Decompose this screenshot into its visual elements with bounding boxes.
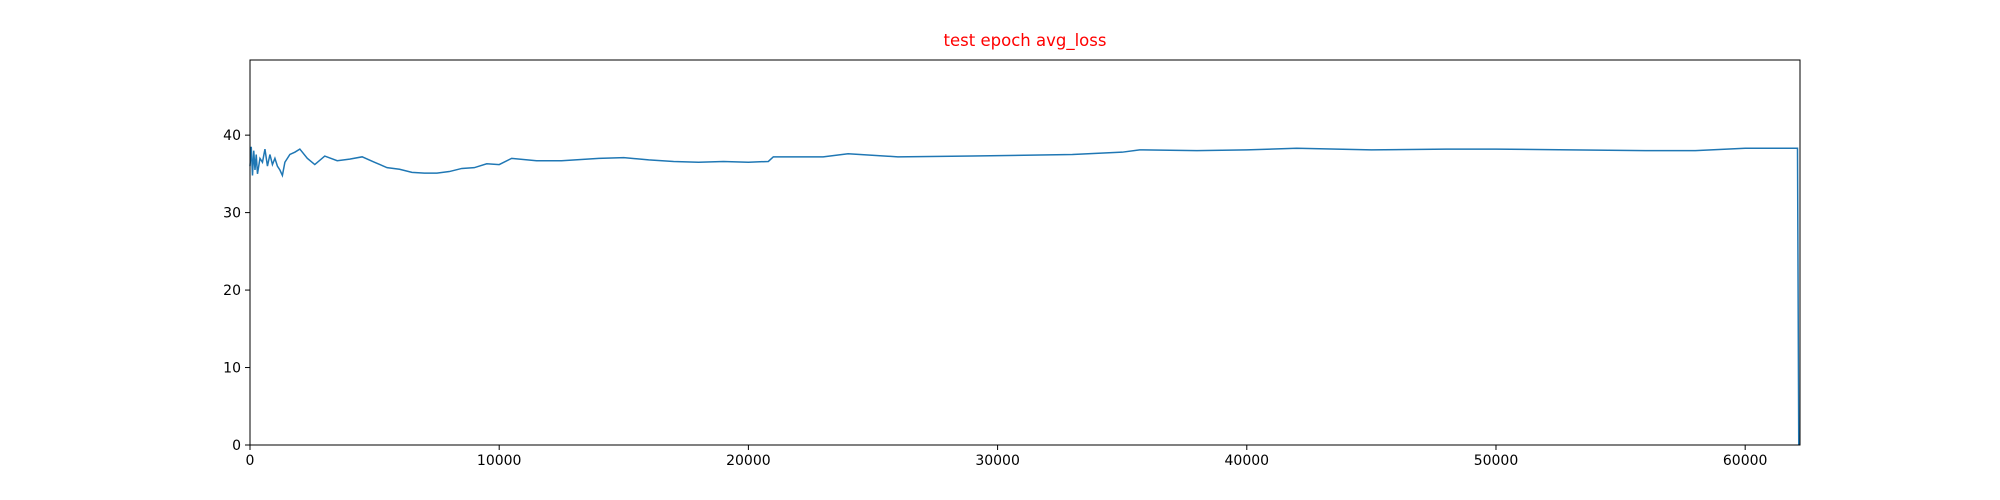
y-tick-label: 20 <box>223 283 241 299</box>
y-tick-label: 0 <box>232 438 241 454</box>
axes-frame <box>249 59 1801 446</box>
x-tick-label: 0 <box>246 453 255 469</box>
data-line <box>249 146 1800 446</box>
x-tick-label: 40000 <box>1225 453 1270 469</box>
x-tick-label: 60000 <box>1723 453 1768 469</box>
y-tick-label: 30 <box>223 206 241 222</box>
chart-title: test epoch avg_loss <box>944 31 1107 51</box>
y-tick-label: 10 <box>223 361 241 377</box>
x-tick-label: 20000 <box>726 453 771 469</box>
y-tick-label: 40 <box>223 128 241 144</box>
x-tick-label: 30000 <box>975 453 1020 469</box>
x-tick-label: 10000 <box>477 453 522 469</box>
x-tick-label: 50000 <box>1474 453 1519 469</box>
